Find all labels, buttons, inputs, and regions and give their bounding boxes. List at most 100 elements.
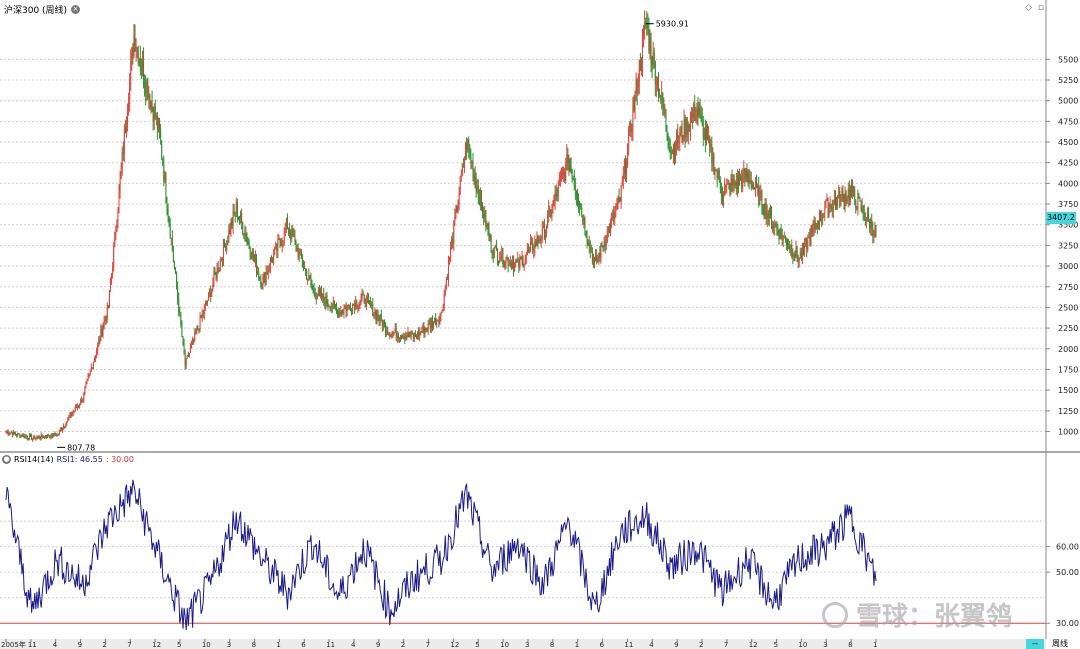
candle-body	[597, 257, 599, 263]
candle-body	[718, 170, 720, 180]
candle-body	[133, 34, 135, 56]
candle-body	[497, 249, 499, 261]
candle-body	[502, 248, 504, 264]
candle-body	[826, 198, 828, 201]
candle-body	[526, 249, 528, 255]
candle-body	[762, 208, 764, 212]
candle-body	[257, 271, 259, 273]
candle-body	[715, 169, 717, 171]
candle-body	[17, 433, 19, 436]
candle-body	[78, 406, 79, 408]
candle-body	[341, 310, 343, 313]
candle-body	[108, 291, 110, 308]
candle-body	[834, 199, 836, 201]
candle-body	[66, 421, 68, 426]
candle-body	[321, 291, 323, 299]
candle-body	[701, 115, 703, 122]
candle-body	[784, 235, 786, 240]
candle-body	[783, 235, 785, 237]
candle-body	[482, 202, 484, 214]
candle-body	[752, 183, 754, 188]
candle-body	[610, 219, 612, 233]
candle-body	[447, 260, 449, 280]
candle-body	[555, 192, 557, 195]
candle-body	[659, 96, 661, 98]
candle-body	[450, 247, 452, 259]
diamond-icon[interactable]: ◇	[1024, 3, 1032, 13]
candle-body	[549, 208, 551, 210]
candle-body	[675, 149, 677, 157]
candle-body	[337, 309, 339, 317]
candle-body	[274, 247, 276, 255]
candle-body	[424, 328, 426, 334]
candle-body	[467, 139, 469, 150]
candle-body	[567, 154, 569, 170]
candle-body	[208, 292, 210, 301]
candle-body	[333, 301, 335, 305]
candle-body	[89, 370, 91, 374]
candle-body	[332, 301, 334, 309]
candle-body	[639, 59, 641, 71]
candle-body	[479, 191, 481, 206]
candle-body	[651, 59, 653, 66]
candle-body	[747, 172, 749, 178]
candle-body	[680, 126, 682, 133]
price-annotation: 5930.91	[656, 20, 689, 29]
candle-body	[343, 308, 345, 313]
candle-body	[538, 240, 540, 243]
candle-body	[844, 193, 846, 205]
candle-body	[839, 190, 841, 207]
candle-body	[171, 238, 173, 251]
candle-body	[785, 239, 787, 246]
candle-body	[528, 246, 530, 251]
x-tick-label: 7	[426, 641, 430, 649]
candle-body	[63, 425, 65, 429]
close-icon[interactable]: ×	[71, 5, 81, 14]
candle-body	[619, 198, 621, 202]
candle-body	[604, 241, 606, 246]
candle-body	[233, 211, 235, 214]
price-annotation: 807.78	[67, 443, 95, 452]
candle-body	[104, 319, 106, 322]
candle-body	[193, 339, 195, 341]
candle-body	[213, 273, 215, 285]
candle-body	[756, 180, 758, 188]
candle-body	[376, 314, 378, 320]
candle-body	[616, 203, 618, 210]
toggle-button[interactable]: --	[1026, 639, 1044, 649]
candle-body	[574, 185, 576, 191]
candle-body	[628, 130, 630, 146]
candle-body	[413, 333, 415, 338]
candle-body	[755, 180, 757, 189]
candle-body	[823, 213, 825, 218]
candle-body	[460, 174, 462, 178]
candle-body	[364, 303, 366, 307]
candle-body	[56, 434, 58, 437]
candle-body	[582, 215, 584, 224]
options-icon[interactable]: ▫	[1037, 3, 1044, 13]
candle-body	[157, 119, 159, 130]
candle-body	[653, 52, 655, 62]
indicator-settings-icon[interactable]: ●	[2, 455, 11, 464]
candle-body	[426, 328, 428, 330]
candle-body	[637, 82, 639, 93]
candle-body	[326, 296, 328, 305]
candle-body	[847, 189, 849, 199]
candle-body	[797, 255, 799, 262]
candle-body	[187, 355, 189, 357]
candle-body	[85, 383, 87, 389]
candle-body	[21, 435, 23, 437]
candle-body	[431, 320, 433, 328]
candle-body	[795, 246, 797, 256]
price-tick-label: 2500	[1058, 303, 1078, 312]
candle-body	[229, 229, 231, 234]
candle-body	[50, 436, 52, 438]
candle-body	[805, 238, 807, 240]
candle-body	[445, 278, 447, 288]
period-button[interactable]: 周线	[1052, 639, 1068, 648]
candle-body	[860, 201, 862, 212]
candle-body	[636, 79, 638, 93]
candle-body	[626, 164, 628, 174]
candle-body	[434, 317, 436, 323]
